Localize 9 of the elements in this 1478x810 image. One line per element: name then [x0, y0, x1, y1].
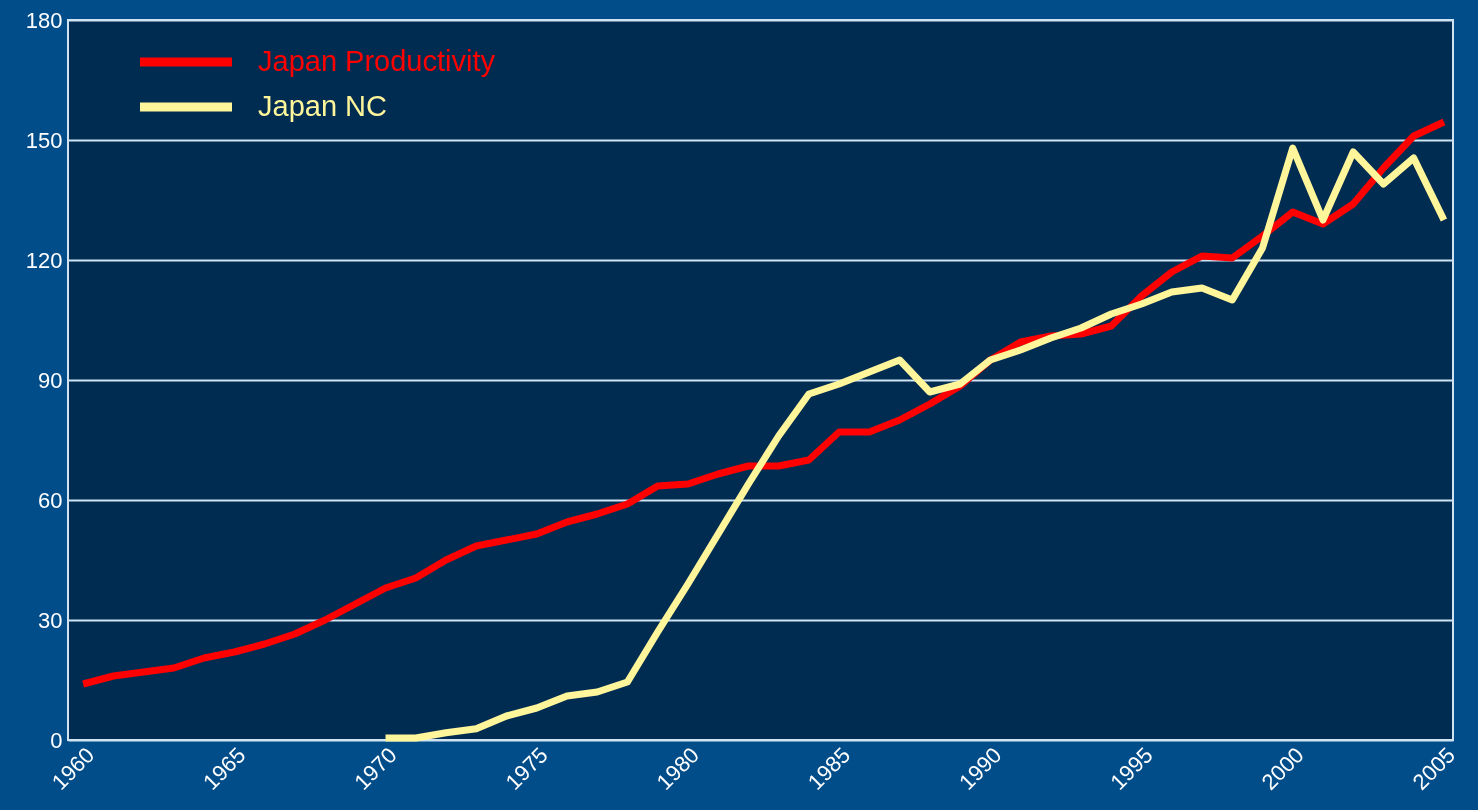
legend-label: Japan NC	[258, 90, 387, 122]
y-tick-label: 30	[38, 607, 63, 633]
y-tick-label: 180	[25, 7, 63, 33]
y-tick-label: 150	[25, 127, 63, 153]
y-tick-label: 120	[25, 247, 63, 273]
legend-label: Japan Productivity	[258, 45, 496, 77]
y-tick-label: 0	[50, 727, 63, 753]
y-tick-label: 90	[38, 367, 63, 393]
y-tick-label: 60	[38, 487, 63, 513]
